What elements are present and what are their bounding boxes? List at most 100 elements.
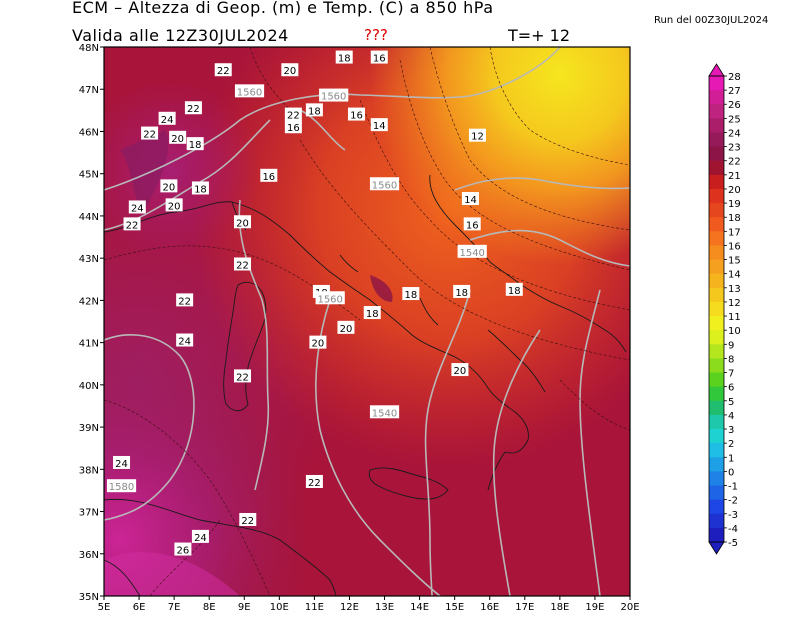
colorbar-bottom-arrow [708, 541, 725, 555]
lon-tick-label: 17E [515, 602, 534, 613]
colorbar-segment [709, 499, 724, 515]
lat-tick-label: 37N [79, 508, 99, 519]
lon-tick-label: 11E [305, 602, 324, 613]
lon-tick-label: 9E [238, 602, 251, 613]
colorbar-segment [709, 146, 724, 162]
colorbar-label: 2 [728, 439, 734, 450]
svg-text:20: 20 [236, 218, 249, 229]
colorbar-segment [709, 76, 724, 91]
colorbar-label: 24 [728, 128, 741, 139]
colorbar-label: -3 [728, 510, 738, 521]
colorbar-label: 15 [728, 256, 741, 267]
svg-text:16: 16 [262, 172, 275, 183]
svg-text:24: 24 [161, 115, 174, 126]
colorbar-label: 20 [728, 185, 741, 196]
colorbar-segment [709, 344, 724, 359]
lat-tick-label: 41N [79, 339, 99, 350]
colorbar-segment [709, 118, 724, 133]
temperature-colorbar: 2827262524232221201918171615141312111098… [708, 63, 741, 555]
lat-tick-label: 40N [79, 381, 99, 392]
colorbar-segment [709, 245, 724, 260]
colorbar-segment [709, 414, 724, 430]
colorbar-label: 11 [728, 312, 741, 323]
colorbar-label: -2 [728, 496, 738, 507]
latitude-axis: 48N 47N 46N 45N 44N 43N 42N 41N 40N 39N 38N 37N 36N 3… [79, 43, 104, 603]
colorbar-segment [709, 104, 724, 119]
colorbar-label: 17 [728, 227, 741, 238]
svg-text:22: 22 [236, 372, 249, 383]
lat-tick-label: 43N [79, 254, 99, 265]
lat-tick-label: 36N [79, 550, 99, 561]
svg-text:1560: 1560 [321, 92, 346, 103]
temperature-label: 18 [191, 181, 209, 195]
temperature-label: 24 [191, 529, 209, 544]
svg-text:26: 26 [177, 546, 190, 557]
geopotential-label: 1540 [369, 405, 400, 419]
colorbar-label: -1 [728, 482, 738, 493]
colorbar-segment [709, 132, 724, 148]
svg-text:14: 14 [373, 121, 386, 132]
svg-text:22: 22 [126, 220, 139, 231]
temperature-label: 14 [370, 118, 388, 132]
svg-text:20: 20 [163, 182, 176, 193]
colorbar-segment [709, 174, 724, 190]
colorbar-segment [709, 273, 724, 289]
longitude-axis: 5E 6E 7E 8E 9E 10E 11E 12E 13E 14E 15E 16E 17E 18E 19E… [98, 596, 640, 613]
temperature-label: 16 [284, 120, 302, 134]
lat-tick-label: 35N [79, 592, 99, 603]
colorbar-segment [709, 372, 724, 388]
colorbar-label: 14 [728, 270, 741, 281]
geopotential-label: 1580 [106, 479, 137, 493]
temperature-label: 20 [234, 215, 252, 229]
valid-time: Valida alle 12Z30JUL2024 [72, 26, 289, 45]
lon-tick-label: 6E [133, 602, 146, 613]
colorbar-label: 1 [728, 453, 734, 464]
colorbar-label: 10 [728, 326, 741, 337]
lon-tick-label: 15E [445, 602, 464, 613]
svg-text:18: 18 [189, 140, 202, 151]
svg-text:24: 24 [178, 337, 191, 348]
colorbar-label: 25 [728, 114, 741, 125]
temperature-label: 16 [260, 168, 278, 183]
svg-text:18: 18 [194, 184, 207, 195]
colorbar-label: 18 [728, 213, 741, 224]
colorbar-label: 21 [728, 171, 741, 182]
temperature-label: 22 [176, 293, 194, 307]
temperature-label: 18 [305, 103, 323, 117]
colorbar-label: 3 [728, 425, 734, 436]
svg-text:22: 22 [178, 296, 191, 307]
colorbar-segment [709, 231, 724, 246]
geopotential-label: 1560 [319, 88, 349, 103]
colorbar-segment [709, 527, 724, 543]
svg-text:1560: 1560 [372, 180, 397, 191]
lat-tick-label: 47N [79, 85, 99, 96]
svg-text:20: 20 [454, 366, 467, 377]
lon-tick-label: 19E [585, 602, 604, 613]
svg-text:22: 22 [287, 111, 300, 122]
colorbar-label: 27 [728, 86, 741, 97]
temperature-label: 22 [239, 512, 257, 527]
colorbar-segment [709, 217, 724, 232]
colorbar-label: 4 [728, 411, 734, 422]
colorbar-label: 6 [728, 383, 734, 394]
colorbar-segment [709, 330, 724, 345]
lon-tick-label: 5E [98, 602, 111, 613]
svg-text:22: 22 [241, 516, 254, 527]
svg-text:20: 20 [171, 134, 184, 145]
temperature-label: 22 [123, 217, 141, 231]
lon-tick-label: 14E [410, 602, 429, 613]
lat-tick-label: 38N [79, 465, 99, 476]
temperature-label: 18 [453, 284, 471, 299]
map-title: ECM – Altezza di Geop. (m) e Temp. (C) a… [72, 0, 494, 17]
map-frame [103, 46, 631, 597]
temperature-label: 20 [160, 179, 178, 193]
colorbar-label: 19 [728, 199, 741, 210]
colorbar-segment [709, 358, 724, 373]
colorbar-segment [709, 400, 724, 416]
colorbar-segment [709, 188, 724, 204]
temperature-label: 18 [186, 137, 204, 151]
colorbar-segment [709, 485, 724, 501]
temperature-label: 20 [165, 198, 183, 212]
